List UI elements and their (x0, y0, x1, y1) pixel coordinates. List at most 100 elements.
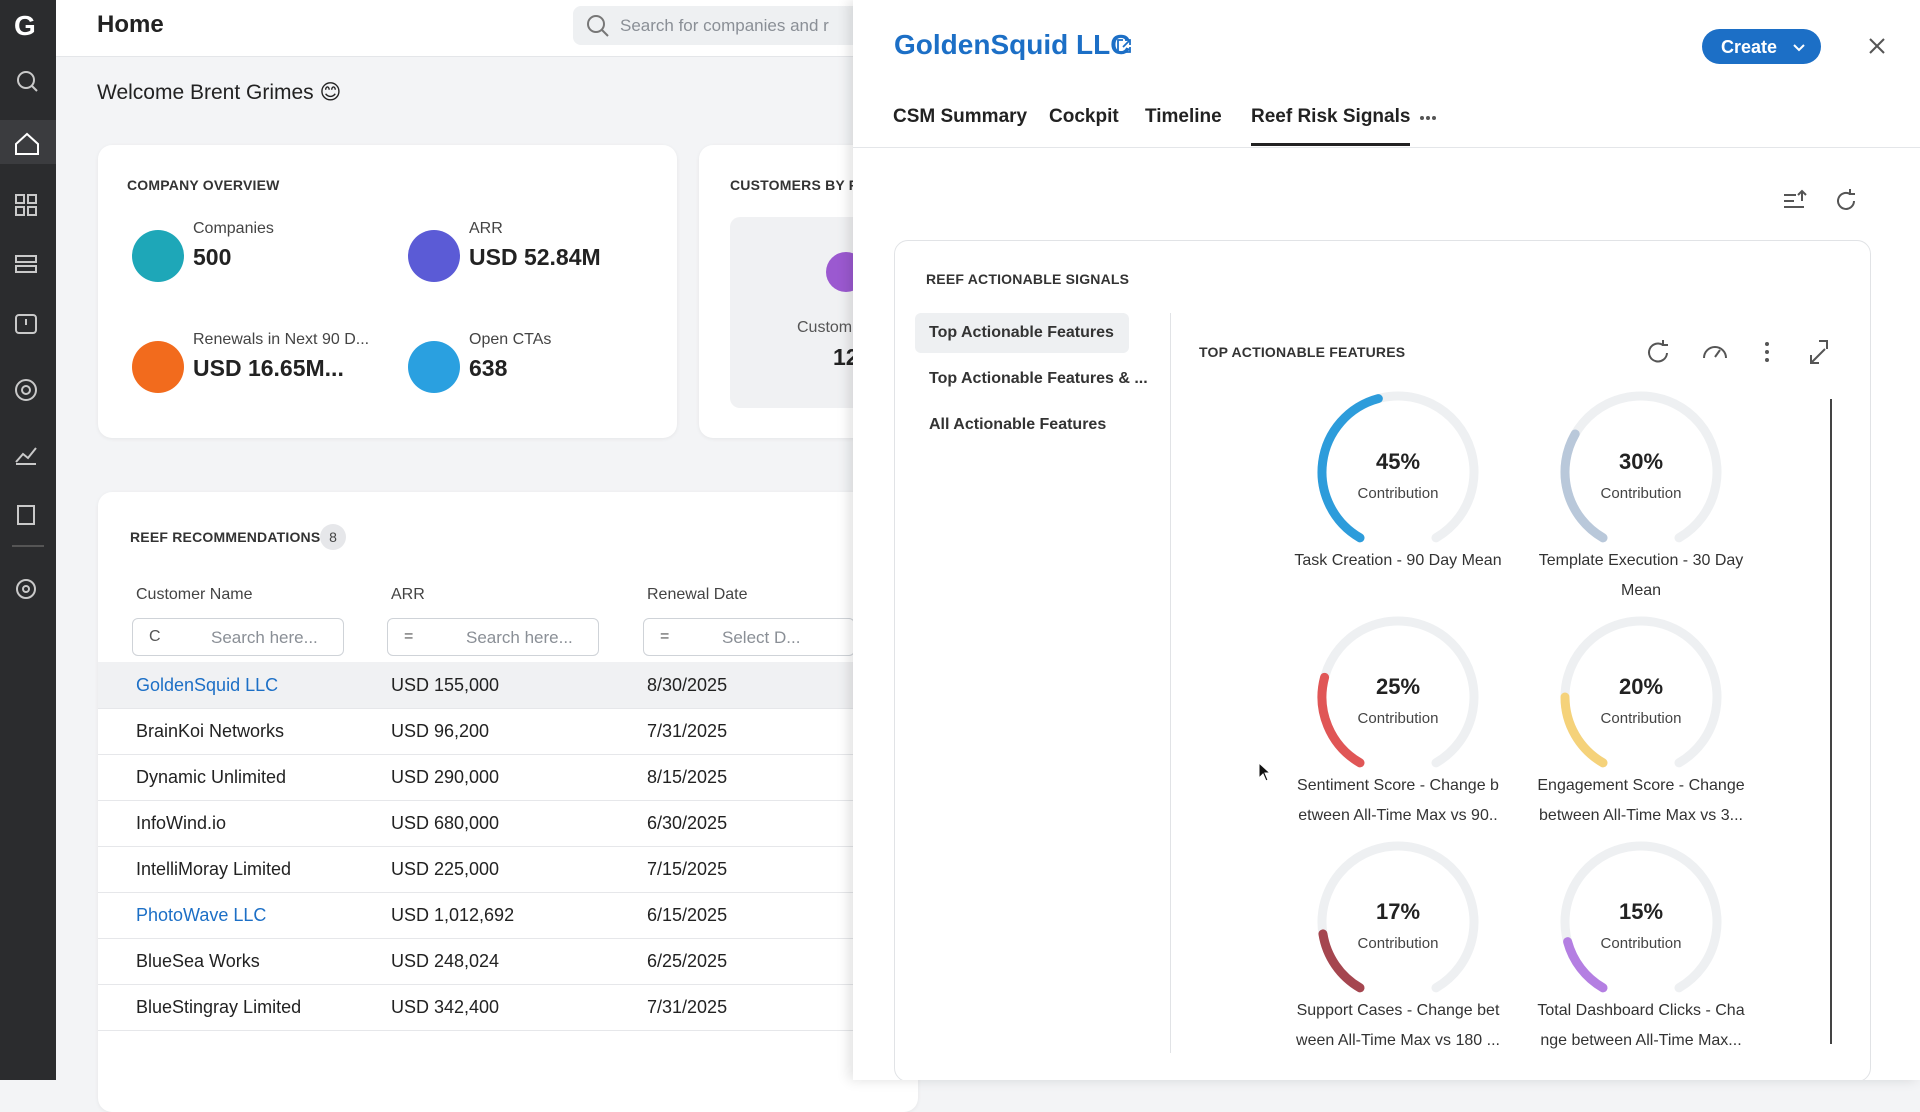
table-row[interactable] (98, 938, 918, 985)
customer-name: InfoWind.io (136, 813, 227, 833)
gauge-name: Template Execution - 30 Day (1539, 552, 1744, 569)
external-link-icon[interactable] (1115, 37, 1133, 55)
table-row[interactable] (98, 708, 918, 755)
overview-label: Open CTAs (469, 331, 552, 348)
column-header: Renewal Date (647, 586, 748, 603)
overview-icon (408, 341, 460, 393)
nav-companies[interactable] (17, 505, 35, 525)
gauge-name: between All-Time Max vs 3... (1539, 807, 1743, 824)
table-row[interactable] (98, 800, 918, 847)
customer-name[interactable]: PhotoWave LLC (136, 905, 267, 925)
arr-cell: USD 290,000 (391, 767, 500, 787)
date-cell: 8/15/2025 (647, 767, 728, 787)
menu-label: Top Actionable Features & ... (929, 370, 1148, 387)
signals-card: REEF ACTIONABLE SIGNALS TOP ACTIONABLE F… (894, 240, 1871, 1080)
count-badge: 8 (320, 524, 346, 550)
more-tabs[interactable] (1420, 115, 1436, 121)
arr-cell: USD 342,400 (391, 997, 500, 1017)
nav-home[interactable] (15, 132, 39, 155)
date-cell: 6/15/2025 (647, 905, 728, 925)
search-icon (587, 15, 609, 37)
recommendations-card: REEF RECOMMENDATIONS 8 Customer Name ARR R… (98, 492, 918, 1112)
panel-title[interactable]: GoldenSquid LLC (894, 29, 1131, 60)
create-button[interactable]: Create (1702, 29, 1821, 64)
gauge-caption: Contribution (1601, 710, 1682, 727)
filter-input[interactable]: = Select D... (643, 618, 855, 656)
nav-lists[interactable] (15, 255, 37, 273)
logo[interactable]: G (14, 10, 36, 41)
menu-item[interactable] (915, 313, 1129, 353)
arr-cell: USD 225,000 (391, 859, 500, 879)
menu-divider (1170, 313, 1171, 1053)
filter-operator: = (404, 628, 414, 645)
chart-toolbar (1648, 340, 1828, 364)
gauge-caption: Contribution (1601, 935, 1682, 952)
gauge-name: nge between All-Time Max... (1540, 1032, 1741, 1049)
tab[interactable]: Timeline (1145, 106, 1222, 127)
chevron (1793, 44, 1805, 52)
refresh-icon[interactable] (1833, 188, 1859, 214)
nav-search[interactable] (17, 71, 38, 92)
nav-goals[interactable] (15, 379, 37, 401)
company-overview-card: COMPANY OVERVIEW Companies 500 ARR USD 52.8… (98, 145, 677, 438)
overview-value: 638 (469, 355, 508, 381)
gauge-arc (1560, 692, 1608, 768)
chart-expand[interactable] (1810, 340, 1828, 364)
arr-cell: USD 155,000 (391, 675, 500, 695)
table-row[interactable] (98, 984, 918, 1031)
column-header: ARR (391, 586, 425, 603)
tab-bar: CSM Summary Cockpit Timeline Reef Risk Sign… (853, 104, 1920, 148)
date-cell: 7/15/2025 (647, 859, 728, 879)
overview-value: 500 (193, 244, 232, 270)
overview-label: Renewals in Next 90 D... (193, 331, 370, 348)
tab[interactable]: Reef Risk Signals (1251, 106, 1411, 146)
menu-label: All Actionable Features (929, 416, 1107, 433)
column-header: Customer Name (136, 586, 253, 603)
scroll-track (1830, 399, 1832, 1044)
customer-name: BlueSea Works (136, 951, 260, 971)
chart-more[interactable] (1765, 342, 1769, 362)
gauge-percent: 45% (1376, 449, 1420, 474)
close-button[interactable] (1867, 36, 1887, 56)
search-box[interactable]: Search for companies and r (573, 6, 893, 45)
chart-gauge-toggle[interactable] (1703, 346, 1727, 359)
detail-panel: GoldenSquid LLC Create CSM Summary Cockpi… (853, 0, 1920, 1080)
filter-input[interactable]: = Search here... (387, 618, 599, 656)
table-row[interactable] (98, 662, 918, 709)
tab[interactable]: Cockpit (1049, 106, 1119, 127)
overview-value: USD 52.84M (469, 244, 601, 270)
customer-name: IntelliMoray Limited (136, 859, 292, 879)
table-row[interactable] (98, 754, 918, 801)
customer-name[interactable]: GoldenSquid LLC (136, 675, 279, 695)
card-title: REEF RECOMMENDATIONS (130, 529, 321, 545)
overview-label: Companies (193, 220, 274, 237)
tab[interactable]: CSM Summary (893, 106, 1028, 127)
mouse-cursor (1258, 762, 1272, 782)
date-cell: 7/31/2025 (647, 997, 728, 1017)
sort-icon[interactable] (1782, 189, 1808, 213)
card-title: CUSTOMERS BY RE (730, 177, 869, 193)
gauge-caption: Contribution (1358, 710, 1439, 727)
filter-operator: C (149, 628, 161, 645)
gauge-caption: Contribution (1358, 935, 1439, 952)
gauge-name: etween All-Time Max vs 90.. (1298, 807, 1497, 824)
arr-cell: USD 680,000 (391, 813, 500, 833)
chart-refresh[interactable] (1648, 340, 1668, 363)
create-label: Create (1721, 37, 1778, 57)
gauges: 45% Contribution Task Creation - 90 Day Me… (1294, 391, 1745, 1049)
nav-icons (0, 71, 56, 599)
table-row[interactable] (98, 846, 918, 893)
gauge-name: Task Creation - 90 Day Mean (1294, 552, 1501, 569)
nav-timeline[interactable] (15, 314, 37, 334)
gauge-name: ween All-Time Max vs 180 ... (1295, 1032, 1500, 1049)
date-cell: 6/25/2025 (647, 951, 728, 971)
nav-settings[interactable] (16, 579, 36, 599)
nav-dashboards[interactable] (15, 194, 37, 216)
filter-placeholder: Search here... (211, 628, 318, 647)
customer-name: Dynamic Unlimited (136, 767, 287, 787)
nav-analytics[interactable] (15, 447, 37, 465)
filter-input[interactable]: C Search here... (132, 618, 344, 656)
table-row[interactable] (98, 892, 918, 939)
date-cell: 8/30/2025 (647, 675, 728, 695)
